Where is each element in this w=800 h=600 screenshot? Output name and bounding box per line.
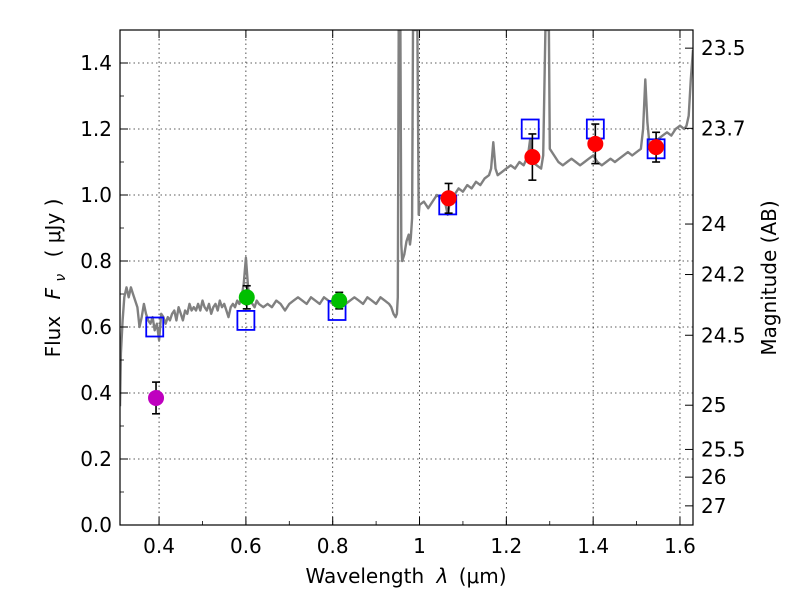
mag-tick-label: 25 [701,393,726,417]
plot-frame [119,29,694,526]
y-tick-label: 0.6 [80,315,112,339]
y-axis-title-unit: ( μJy ) [41,199,65,258]
y-tick-label: 1.0 [80,183,112,207]
y-tick-label: 0.8 [80,249,112,273]
ticks: 0.4 0.6 0.8 1 1.2 1.4 1.6 0.0 0.2 0.4 0.6 0.8 1.0 1.2… [80,29,746,558]
mag-tick-label: 24.5 [701,323,746,347]
y-tick-label: 0.0 [80,513,112,537]
y-axis-title: Flux F ν ( μJy ) [41,199,70,358]
model-photometry-square [520,118,540,140]
mag-tick-label: 27 [701,494,726,518]
x-tick-label: 0.6 [230,534,262,558]
model-photometry-square [145,316,165,338]
x-axis-title-symbol: λ [436,564,449,588]
observed-point [148,389,165,406]
y-tick-label: 1.2 [80,117,112,141]
mag-tick-label: 26 [701,465,726,489]
x-tick-label: 0.8 [317,534,349,558]
y-tick-label: 1.4 [80,51,112,75]
y-axis-title-subscript: ν [53,274,69,282]
mag-tick-label: 24 [701,212,726,236]
x-axis-title-prefix: Wavelength [305,564,424,588]
x-tick-label: 1 [413,534,426,558]
data-layer [120,30,693,407]
observed-point [331,292,348,309]
observed-point [587,135,604,152]
mag-tick-label: 23.5 [701,36,746,60]
mag-tick-label: 24.2 [701,263,746,287]
mag-tick-label: 23.7 [701,116,746,140]
observed-point [524,149,541,166]
observed-point [440,190,457,207]
x-axis-title: Wavelength λ (μm) [305,564,506,588]
x-axis-title-unit: (μm) [459,564,507,588]
y-tick-label: 0.4 [80,381,112,405]
marker-layer [145,118,666,415]
observed-point [648,139,665,156]
y-tick-label: 0.2 [80,447,112,471]
x-tick-label: 1.2 [490,534,522,558]
spectrum-line [120,30,693,407]
mag-tick-label: 25.5 [701,437,746,461]
x-tick-label: 1.6 [664,534,696,558]
plot-area [120,30,693,525]
y-axis-title-symbol: F [41,287,65,299]
y2-axis-title: Magnitude (AB) [757,200,781,355]
model-photometry-square [236,309,256,331]
x-tick-label: 1.4 [577,534,609,558]
y-axis-title-prefix: Flux [41,316,65,358]
x-tick-label: 0.4 [143,534,175,558]
observed-point [238,289,255,306]
